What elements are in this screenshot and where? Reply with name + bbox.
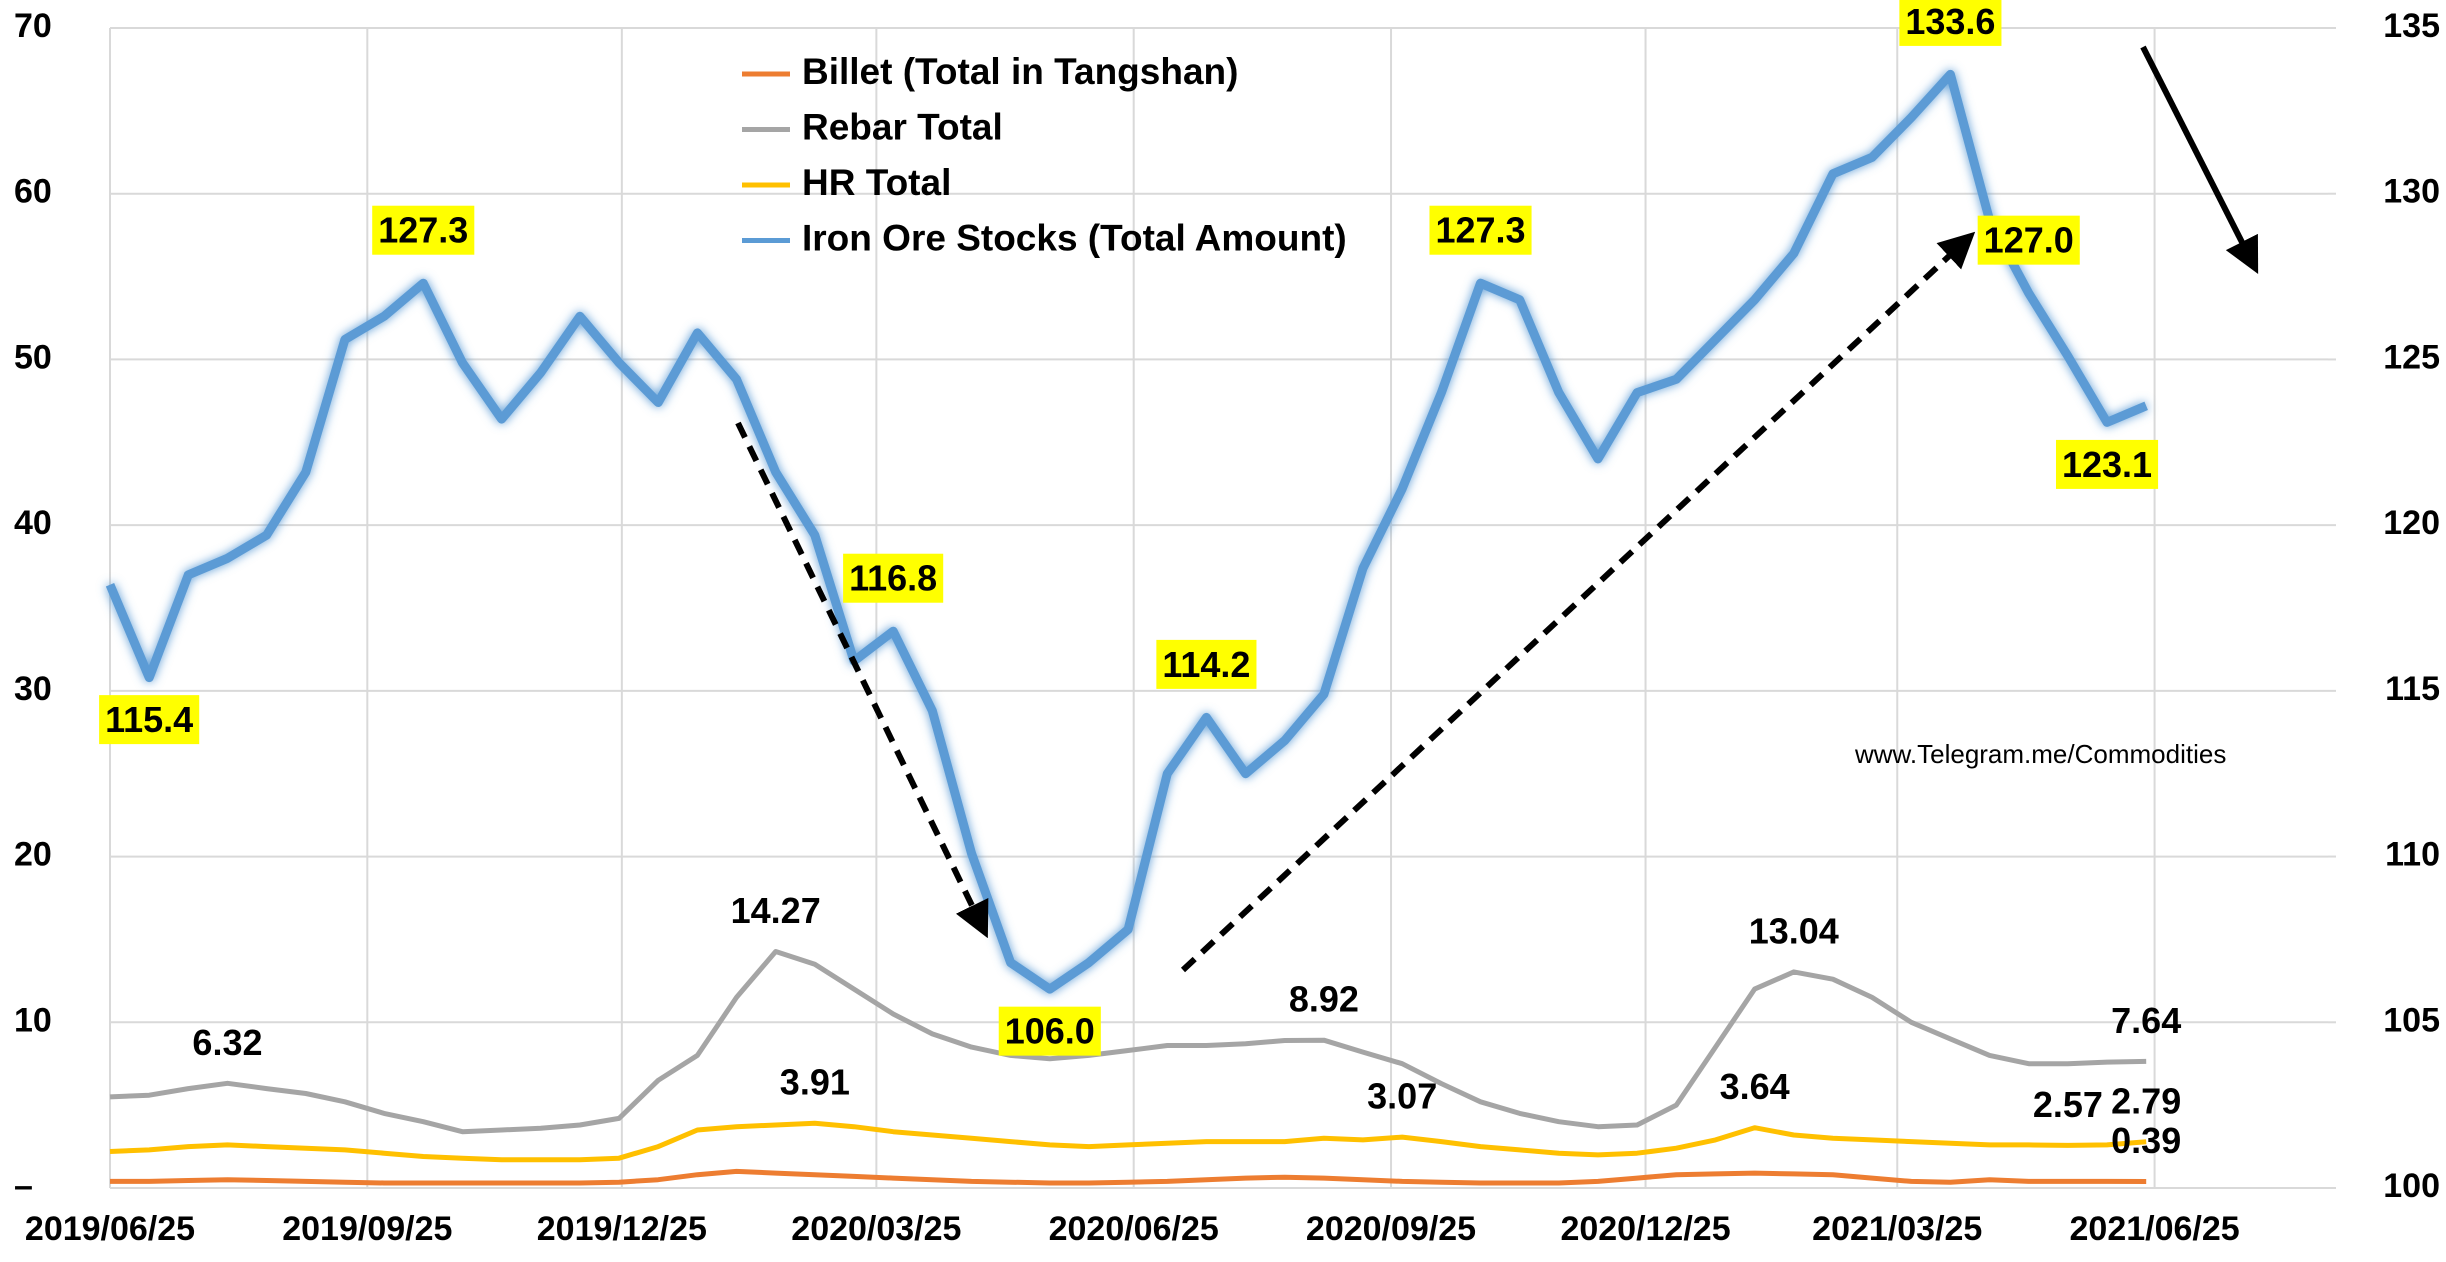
data-label: 0.39 xyxy=(2111,1120,2181,1161)
series-line xyxy=(110,1123,2146,1160)
x-tick-label: 2020/12/25 xyxy=(1560,1210,1730,1248)
x-tick-label: 2021/06/25 xyxy=(2070,1210,2240,1248)
x-tick-label: 2021/03/25 xyxy=(1812,1210,1982,1248)
y-tick-label: 30 xyxy=(14,670,52,708)
series-line xyxy=(110,1171,2146,1183)
data-label-text: 3.91 xyxy=(780,1062,850,1103)
trend-arrow xyxy=(1183,244,1962,970)
data-label-text: 115.4 xyxy=(105,699,193,740)
data-label-text: 3.07 xyxy=(1367,1076,1437,1117)
data-label-text: 2.79 xyxy=(2111,1080,2181,1121)
annotation: www.Telegram.me/Commodities xyxy=(1854,739,2226,769)
data-label: 2.57 xyxy=(2033,1084,2103,1125)
y-tick-label: 50 xyxy=(14,338,52,376)
data-label-text: 13.04 xyxy=(1749,910,1839,951)
data-label-text: 6.32 xyxy=(192,1022,262,1063)
data-label-text: 3.64 xyxy=(1720,1066,1790,1107)
data-label: 3.64 xyxy=(1720,1066,1790,1107)
y2-tick-label: 115 xyxy=(2385,670,2440,708)
data-label-text: 106.0 xyxy=(1005,1011,1095,1052)
x-tick-label: 2020/06/25 xyxy=(1049,1210,1219,1248)
y2-tick-label: 130 xyxy=(2383,173,2440,211)
y-tick-label: 10 xyxy=(14,1001,52,1039)
data-label: 2.79 xyxy=(2111,1080,2181,1121)
x-tick-label: 2019/09/25 xyxy=(282,1210,452,1248)
data-label: 8.92 xyxy=(1289,979,1359,1020)
trend-arrow xyxy=(2143,47,2250,258)
data-label: 114.2 xyxy=(1156,640,1256,689)
data-label-text: 133.6 xyxy=(1905,1,1995,42)
data-label-text: 116.8 xyxy=(849,558,937,599)
grid xyxy=(110,28,2336,1188)
data-label: 3.91 xyxy=(780,1062,850,1103)
page: {"chart_data": {"type": "line", "x": ["2… xyxy=(0,0,2446,1257)
x-tick-label: 2020/03/25 xyxy=(791,1210,961,1248)
data-label: 133.6 xyxy=(1899,0,2001,46)
y2-tick-label: 135 xyxy=(2383,7,2440,45)
data-label: 3.07 xyxy=(1367,1076,1437,1117)
data-label: 123.1 xyxy=(2056,440,2158,489)
data-label: 115.4 xyxy=(99,695,199,744)
data-label-text: 123.1 xyxy=(2062,444,2152,485)
legend-label: Billet (Total in Tangshan) xyxy=(802,51,1238,92)
y-tick-label: – xyxy=(14,1167,33,1205)
data-label-text: 8.92 xyxy=(1289,979,1359,1020)
y-tick-label: 60 xyxy=(14,173,52,211)
legend: Billet (Total in Tangshan) Rebar Total HR … xyxy=(742,51,1347,259)
data-label: 127.3 xyxy=(1429,206,1531,255)
legend-label: Rebar Total xyxy=(802,106,1003,147)
x-tick-label: 2020/09/25 xyxy=(1306,1210,1476,1248)
data-label: 106.0 xyxy=(999,1007,1101,1056)
data-label-text: 0.39 xyxy=(2111,1120,2181,1161)
y2-tick-label: 120 xyxy=(2383,504,2440,542)
data-label: 127.0 xyxy=(1978,216,2080,265)
y-tick-label: 20 xyxy=(14,836,52,874)
data-label-text: 127.0 xyxy=(1984,220,2074,261)
y2-tick-label: 105 xyxy=(2383,1001,2440,1039)
data-label: 7.64 xyxy=(2111,1000,2181,1041)
x-tick-label: 2019/06/25 xyxy=(25,1210,195,1248)
legend-label: HR Total xyxy=(802,162,951,203)
data-label: 127.3 xyxy=(372,206,474,255)
data-label-text: 127.3 xyxy=(1435,210,1525,251)
data-label: 6.32 xyxy=(192,1022,262,1063)
data-label-text: 7.64 xyxy=(2111,1000,2181,1041)
data-label: 14.27 xyxy=(731,890,821,931)
y2-tick-label: 100 xyxy=(2383,1167,2440,1205)
data-label-text: 127.3 xyxy=(378,210,468,251)
data-label-text: 14.27 xyxy=(731,890,821,931)
chart: 0.39 6.32 14.27 8.92 13.04 7.64 3.91 3.07 3.64 2.… xyxy=(0,0,2446,1257)
data-label-text: 114.2 xyxy=(1162,644,1250,685)
series-line xyxy=(110,952,2146,1132)
trend-arrow xyxy=(738,423,980,922)
y-tick-label: 70 xyxy=(14,7,52,45)
x-tick-label: 2019/12/25 xyxy=(537,1210,707,1248)
data-label: 116.8 xyxy=(843,554,943,603)
y2-tick-label: 110 xyxy=(2385,836,2440,874)
data-label-text: 2.57 xyxy=(2033,1084,2103,1125)
data-label: 13.04 xyxy=(1749,910,1839,951)
y-tick-label: 40 xyxy=(14,504,52,542)
legend-label: Iron Ore Stocks (Total Amount) xyxy=(802,217,1347,258)
data-labels: 0.39 6.32 14.27 8.92 13.04 7.64 3.91 3.07 3.64 2.… xyxy=(99,0,2181,1161)
y2-tick-label: 125 xyxy=(2383,338,2440,376)
